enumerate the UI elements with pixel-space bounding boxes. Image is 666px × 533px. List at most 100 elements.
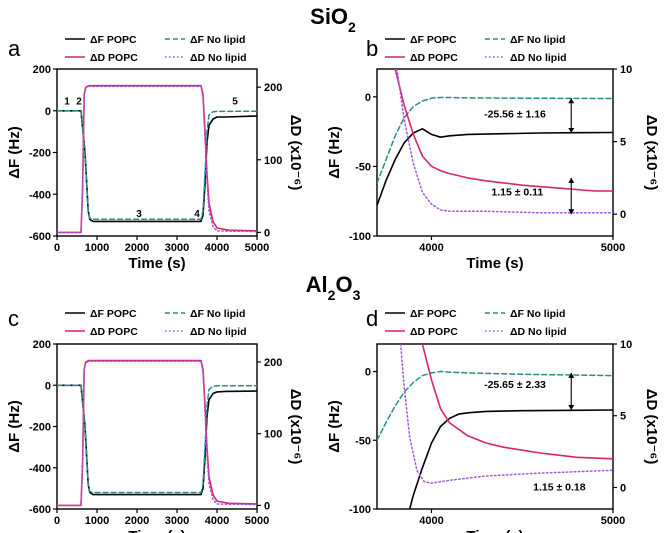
series-group-b	[377, 69, 613, 214]
series-group-a	[57, 84, 257, 234]
y-left-tick-label-c: 200	[33, 339, 51, 351]
y-right-tick-label-c: 0	[264, 500, 270, 512]
y-right-tick-label-b: 5	[620, 137, 626, 149]
chart-panel-a: 0 1000 2000 3000 4000 5000-600-400-2000200010…	[6, 34, 304, 272]
step-label-a: 3	[136, 209, 142, 220]
annotation-text-d: -25.65 ± 2.33	[484, 379, 546, 391]
y-left-tick-label-a: 0	[45, 106, 51, 118]
y-left-tick-label-c: 0	[45, 380, 51, 392]
x-axis-title-c: Time (s)	[128, 528, 185, 533]
y-right-tick-label-c: 100	[264, 429, 282, 441]
y-left-tick-label-b: 0	[365, 92, 371, 104]
x-tick-label-a: 4000	[205, 242, 229, 254]
series-line-d-df-popc	[408, 409, 613, 509]
y-left-tick-label-d: -100	[349, 504, 371, 516]
y-left-tick-label-d: 0	[365, 367, 371, 379]
legend-b: ΔF POPC ΔF No lipid ΔD POPC ΔD No lipid	[385, 34, 567, 64]
x-tick-label-a: 2000	[125, 242, 149, 254]
series-line-d-df-no-lipid	[377, 370, 613, 442]
legend-label-b: ΔF POPC	[410, 34, 457, 46]
x-axis-title-d: Time (s)	[466, 528, 523, 533]
annotation-text-d: 1.15 ± 0.18	[533, 481, 586, 493]
legend-label-a: ΔD No lipid	[190, 52, 247, 64]
annotation-arrowhead-b	[568, 98, 575, 104]
legend-label-c: ΔD No lipid	[190, 326, 247, 338]
plot-frame-a	[56, 68, 258, 237]
x-tick-label-c: 4000	[205, 515, 229, 527]
x-axis-title-a: Time (s)	[128, 255, 185, 272]
x-axis-title-b: Time (s)	[466, 255, 523, 272]
annotation-arrowhead-b	[568, 177, 575, 183]
y-left-axis-title-b: ΔF (Hz)	[326, 126, 343, 178]
y-left-axis-title-d: ΔF (Hz)	[326, 400, 343, 452]
series-line-d-dd-popc	[421, 344, 613, 460]
chart-panel-c: 0 1000 2000 3000 4000 5000-600-400-2000200010…	[6, 308, 304, 533]
legend-label-d: ΔD POPC	[410, 326, 458, 338]
x-tick-label-c: 3000	[165, 515, 189, 527]
y-left-tick-label-b: -100	[349, 231, 371, 243]
y-right-axis-title-c: ΔD (x10⁻⁶)	[287, 389, 304, 465]
y-left-tick-label-c: -600	[29, 504, 51, 516]
legend-label-a: ΔD POPC	[90, 52, 138, 64]
plot-frame-d	[376, 343, 614, 510]
y-right-axis-title-b: ΔD (x10⁻⁶)	[643, 115, 660, 191]
y-right-tick-label-c: 200	[264, 357, 282, 369]
y-right-tick-label-a: 200	[264, 82, 282, 94]
y-right-axis-title-d: ΔD (x10⁻⁶)	[643, 389, 660, 465]
legend-label-c: ΔD POPC	[90, 326, 138, 338]
legend-a: ΔF POPC ΔF No lipid ΔD POPC ΔD No lipid	[65, 34, 247, 64]
x-tick-label-d: 5000	[601, 515, 625, 527]
x-tick-label-a: 1000	[85, 242, 109, 254]
y-left-tick-label-a: 200	[33, 64, 51, 76]
series-line-a-df-popc	[57, 110, 257, 223]
annotation-text-b: 1.15 ± 0.11	[491, 186, 543, 198]
series-line-c-df-popc	[57, 384, 257, 496]
series-line-b-df-no-lipid	[377, 96, 613, 184]
x-tick-label-b: 4000	[419, 242, 443, 254]
legend-label-b: ΔD No lipid	[510, 52, 567, 64]
x-tick-label-a: 0	[54, 242, 60, 254]
annotation-arrowhead-b	[568, 128, 575, 134]
legend-c: ΔF POPC ΔF No lipid ΔD POPC ΔD No lipid	[65, 308, 247, 338]
section-title-sio2: SiO2	[310, 4, 356, 35]
plot-frame-c	[56, 343, 258, 510]
series-line-c-df-no-lipid	[57, 384, 257, 494]
x-tick-label-c: 0	[54, 515, 60, 527]
y-right-tick-label-d: 5	[620, 411, 626, 423]
y-right-axis-title-a: ΔD (x10⁻⁶)	[287, 115, 304, 191]
y-left-tick-label-c: -200	[29, 422, 51, 434]
x-tick-label-b: 5000	[601, 242, 625, 254]
step-label-a: 1	[64, 96, 70, 107]
series-line-c-dd-no-lipid	[57, 360, 257, 507]
legend-label-b: ΔD POPC	[410, 52, 458, 64]
y-right-tick-label-a: 100	[264, 155, 282, 167]
series-line-c-dd-popc	[57, 359, 257, 507]
plot-frame-b	[376, 68, 614, 237]
series-line-a-dd-no-lipid	[57, 85, 257, 234]
series-line-a-df-no-lipid	[57, 110, 257, 221]
legend-label-c: ΔF No lipid	[190, 308, 245, 320]
series-group-d	[377, 344, 613, 509]
legend-label-d: ΔF No lipid	[510, 308, 565, 320]
step-label-a: 4	[194, 209, 200, 220]
panel-letter-b: b	[366, 36, 378, 61]
y-left-tick-label-d: -50	[355, 435, 371, 447]
y-right-tick-label-d: 0	[620, 482, 626, 494]
legend-label-d: ΔD No lipid	[510, 326, 567, 338]
annotation-arrowhead-d	[568, 372, 575, 378]
y-left-tick-label-a: -200	[29, 148, 51, 160]
annotation-arrowhead-d	[568, 405, 575, 410]
y-right-tick-label-b: 0	[620, 209, 626, 221]
chart-panel-b: 4000 5000 -100 -50 0 0 5 10 Time (s) ΔF (Hz) ΔD (x…	[326, 34, 660, 272]
step-label-a: 2	[76, 96, 82, 107]
legend-label-c: ΔF POPC	[90, 308, 137, 320]
y-right-tick-label-a: 0	[264, 227, 270, 239]
legend-label-a: ΔF No lipid	[190, 34, 245, 46]
y-left-axis-title-c: ΔF (Hz)	[6, 400, 23, 452]
panel-letter-d: d	[366, 306, 378, 331]
legend-label-d: ΔF POPC	[410, 308, 457, 320]
step-label-a: 5	[232, 96, 238, 107]
y-left-tick-label-c: -400	[29, 463, 51, 475]
series-group-c	[57, 359, 257, 507]
